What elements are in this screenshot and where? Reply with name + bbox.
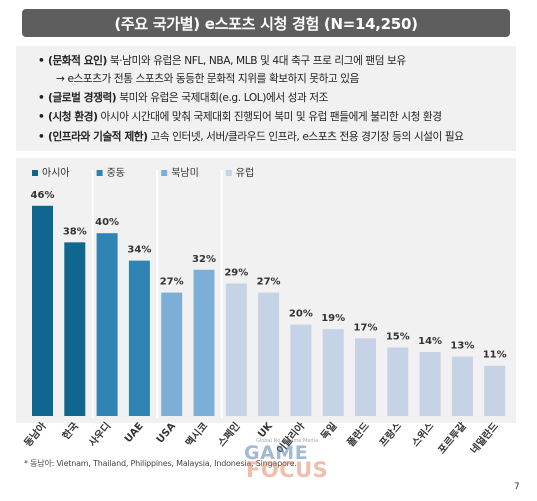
page-number: 7 <box>514 482 520 492</box>
value-label-4: 27% <box>160 277 184 288</box>
bar-6 <box>225 283 247 416</box>
bullet-dot: • <box>38 111 45 123</box>
bullet-dot: • <box>38 92 45 104</box>
bar-10 <box>355 338 376 416</box>
bar-9 <box>322 329 344 416</box>
value-label-6: 29% <box>224 267 248 278</box>
value-label-3: 34% <box>127 245 151 256</box>
bullet-key: (글로벌 경쟁력) <box>48 92 117 104</box>
value-label-8: 20% <box>289 309 313 320</box>
bar-2 <box>96 233 118 416</box>
category-label-1: 한국 <box>60 420 81 442</box>
bar-11 <box>387 347 409 416</box>
watermark-logo: Global No.1 Game Media GAME FOCUS <box>232 438 342 488</box>
category-label-5: 멕시코 <box>183 420 211 450</box>
watermark-tagline: Global No.1 Game Media <box>255 438 319 444</box>
page-title: (주요 국가별) e스포츠 시청 경험 (N=14,250) <box>22 9 510 37</box>
value-label-5: 32% <box>192 254 216 265</box>
category-label-12: 스위스 <box>409 420 437 450</box>
value-label-1: 38% <box>63 226 87 237</box>
bullet-key: (시청 환경) <box>48 111 98 123</box>
bullet-text: 아시아 시간대에 맞춰 국제대회 진행되어 북미 및 유럽 팬들에게 불리한 시… <box>97 111 442 123</box>
footnote: * 동남아: Vietnam, Thailand, Philippines, M… <box>24 459 297 468</box>
value-label-13: 13% <box>450 341 474 352</box>
category-label-3: UAE <box>123 421 146 445</box>
category-label-11: 프랑스 <box>377 420 404 449</box>
value-label-14: 11% <box>483 350 507 361</box>
legend-label-asia: 아시아 <box>42 167 70 179</box>
summary-box: • (문화적 요인) 북·남미와 유럽은 NFL, NBA, MLB 및 4대 축… <box>16 46 516 151</box>
value-label-0: 46% <box>31 190 55 201</box>
bullet-key: (인프라와 기술적 제한) <box>48 131 148 143</box>
bar-13 <box>451 356 473 416</box>
watermark-game: GAME <box>244 442 309 464</box>
watermark-focus: FOCUS <box>246 458 329 482</box>
bullet-viewing: • (시청 환경) 아시아 시간대에 맞춰 국제대회 진행되어 북미 및 유럽 팬… <box>38 109 442 124</box>
category-label-4: USA <box>155 421 178 446</box>
bar-1 <box>64 242 86 416</box>
legend-swatch-europe <box>225 170 232 176</box>
legend-label-europe: 유럽 <box>236 167 254 179</box>
bullet-infra: • (인프라와 기술적 제한) 고속 인터넷, 서버/클라우드 인프라, e스포츠… <box>38 129 464 144</box>
bar-0 <box>32 205 53 416</box>
value-label-10: 17% <box>354 322 378 333</box>
bar-8 <box>290 324 312 416</box>
legend-swatch-asia <box>32 170 38 176</box>
bar-14 <box>484 365 506 416</box>
bullet-key: (문화적 요인) <box>48 55 107 67</box>
category-label-14: 네덜란드 <box>467 420 501 457</box>
bullet-dot: • <box>38 131 45 143</box>
bar-7 <box>258 292 280 416</box>
bar-12 <box>419 352 441 416</box>
category-label-2: 사우디 <box>86 420 114 450</box>
category-label-10: 폴란드 <box>345 420 372 449</box>
legend-label-north_america: 북남미 <box>171 167 199 179</box>
value-label-2: 40% <box>95 217 119 228</box>
bullet-global: • (글로벌 경쟁력) 북미와 유럽은 국제대회(e.g. LOL)에서 성과 저… <box>38 90 328 105</box>
bullet-text: 고속 인터넷, 서버/클라우드 인프라, e스포츠 전용 경기장 등의 시설이 … <box>147 131 464 143</box>
legend-swatch-north_america <box>161 170 168 176</box>
value-label-11: 15% <box>386 331 410 342</box>
legend-swatch-middle_east <box>96 170 103 176</box>
value-label-7: 27% <box>257 277 281 288</box>
bullet-cultural: • (문화적 요인) 북·남미와 유럽은 NFL, NBA, MLB 및 4대 축… <box>38 53 406 68</box>
category-label-13: 포르투갈 <box>435 419 469 456</box>
legend-label-middle_east: 중동 <box>107 167 125 179</box>
category-label-0: 동남아 <box>21 419 49 449</box>
bullet-text: 북·남미와 유럽은 NFL, NBA, MLB 및 4대 축구 프로 리그에 팬… <box>106 55 406 67</box>
value-label-9: 19% <box>321 313 345 324</box>
bullet-cultural-detail: → e스포츠가 전통 스포츠와 동등한 문화적 지위를 확보하지 못하고 있음 <box>56 73 359 85</box>
bullet-dot: • <box>38 55 45 67</box>
bullet-text: 북미와 유럽은 국제대회(e.g. LOL)에서 성과 저조 <box>116 92 329 104</box>
value-label-12: 14% <box>418 336 442 347</box>
bar-4 <box>161 292 183 416</box>
bar-3 <box>128 260 150 416</box>
bar-5 <box>193 269 215 416</box>
